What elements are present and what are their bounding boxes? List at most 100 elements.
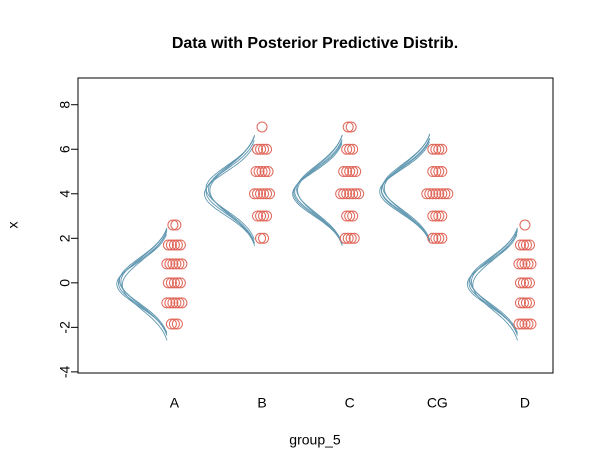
data-point xyxy=(516,258,528,270)
data-point xyxy=(165,239,177,251)
data-point xyxy=(162,277,174,289)
data-point xyxy=(344,143,356,155)
data-point xyxy=(514,277,526,289)
data-point xyxy=(525,318,537,330)
data-point xyxy=(261,210,273,222)
data-point xyxy=(170,297,182,309)
data-point xyxy=(525,258,537,270)
data-point xyxy=(341,210,353,222)
y-tick-label: 4 xyxy=(57,190,73,198)
data-point xyxy=(170,219,182,231)
data-point xyxy=(520,277,532,289)
y-tick-label: 0 xyxy=(57,279,73,287)
data-point xyxy=(433,210,445,222)
data-point xyxy=(430,210,442,222)
posterior-curve xyxy=(472,229,518,341)
data-point xyxy=(523,277,535,289)
posterior-curve xyxy=(209,134,256,246)
posterior-curve xyxy=(121,229,168,341)
data-point xyxy=(427,166,439,178)
data-point xyxy=(350,188,362,200)
data-point xyxy=(430,232,442,244)
y-tick-label: 8 xyxy=(57,101,73,109)
x-tick-label: CG xyxy=(427,395,448,411)
data-point xyxy=(341,188,353,200)
data-point xyxy=(174,239,186,251)
data-point xyxy=(338,188,350,200)
data-point xyxy=(514,239,526,251)
data-point xyxy=(168,318,180,330)
posterior-curve xyxy=(203,143,255,244)
data-point xyxy=(173,258,185,270)
data-point xyxy=(256,166,268,178)
data-point xyxy=(338,166,350,178)
data-point xyxy=(345,232,357,244)
data-point xyxy=(171,318,183,330)
data-point xyxy=(520,297,532,309)
data-point xyxy=(519,219,531,231)
data-point xyxy=(255,210,267,222)
data-point xyxy=(162,239,174,251)
data-point xyxy=(523,297,535,309)
data-point xyxy=(433,188,445,200)
data-point xyxy=(436,188,448,200)
x-tick-label: D xyxy=(520,395,530,411)
x-tick-label: C xyxy=(345,395,355,411)
data-point xyxy=(258,143,270,155)
data-point xyxy=(427,210,439,222)
data-point xyxy=(258,188,270,200)
data-point xyxy=(252,210,264,222)
data-point xyxy=(261,188,273,200)
data-point xyxy=(167,258,179,270)
data-point xyxy=(523,239,535,251)
data-point xyxy=(442,188,454,200)
data-point xyxy=(250,166,262,178)
data-point xyxy=(347,188,359,200)
data-point xyxy=(350,166,362,178)
data-point xyxy=(439,188,451,200)
data-point xyxy=(517,239,529,251)
data-point xyxy=(344,210,356,222)
data-point xyxy=(342,232,354,244)
data-point xyxy=(519,318,531,330)
data-point xyxy=(176,297,188,309)
data-point xyxy=(436,166,448,178)
posterior-curve xyxy=(292,143,343,245)
chart-title: Data with Posterior Predictive Distrib. xyxy=(172,35,458,52)
y-tick-label: 2 xyxy=(57,234,73,242)
data-point xyxy=(513,318,525,330)
data-point xyxy=(430,188,442,200)
data-point xyxy=(516,318,528,330)
data-point xyxy=(173,297,185,309)
data-point xyxy=(339,232,351,244)
data-point xyxy=(421,188,433,200)
data-point xyxy=(433,232,445,244)
data-point xyxy=(436,232,448,244)
data-point xyxy=(255,232,267,244)
data-point xyxy=(258,232,270,244)
data-point xyxy=(164,258,176,270)
posterior-curve xyxy=(469,228,518,333)
data-point xyxy=(347,166,359,178)
posterior-curve xyxy=(380,139,431,242)
data-point xyxy=(424,188,436,200)
y-tick-label: -2 xyxy=(57,321,73,334)
data-point xyxy=(264,188,276,200)
data-point xyxy=(514,297,526,309)
data-point xyxy=(255,143,267,155)
posterior-curve xyxy=(205,136,255,240)
data-point xyxy=(252,143,264,155)
data-point xyxy=(161,297,173,309)
data-point xyxy=(519,258,531,270)
posterior-curve xyxy=(116,234,168,334)
data-point xyxy=(436,210,448,222)
data-point xyxy=(258,210,270,222)
plot-box xyxy=(77,77,554,374)
data-point xyxy=(255,188,267,200)
data-point xyxy=(164,297,176,309)
data-point xyxy=(171,239,183,251)
data-point xyxy=(436,143,448,155)
data-point xyxy=(341,166,353,178)
y-tick-label: -4 xyxy=(57,365,73,378)
